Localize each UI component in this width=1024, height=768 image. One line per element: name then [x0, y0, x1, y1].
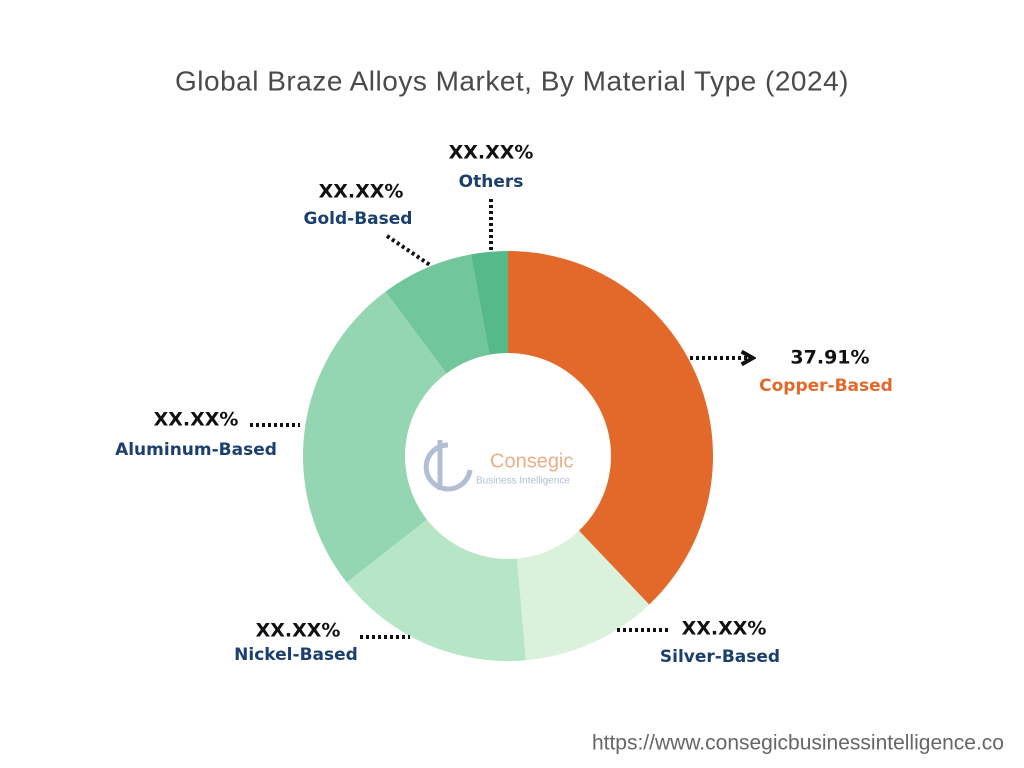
value-label: XX.XX%	[256, 620, 341, 642]
category-label: Others	[459, 172, 524, 192]
logo	[423, 442, 473, 492]
category-label: Gold-Based	[304, 209, 413, 229]
category-label: Nickel-Based	[234, 645, 358, 665]
leader-line	[385, 234, 432, 267]
value-label: XX.XX%	[154, 409, 239, 431]
watermark-name: Consegic	[490, 450, 573, 472]
watermark: Consegic Business Intelligence	[423, 440, 573, 492]
source-url: https://www.consegicbusinessintelligence…	[592, 732, 1004, 755]
category-label: Silver-Based	[660, 647, 780, 667]
slice	[508, 251, 713, 605]
chart-title: Global Braze Alloys Market, By Material …	[175, 65, 849, 96]
value-label: 37.91%	[790, 347, 869, 369]
slice	[303, 291, 508, 583]
value-label: XX.XX%	[682, 618, 767, 640]
watermark-tagline: Business Intelligence	[476, 476, 570, 487]
donut-hole	[405, 353, 611, 559]
category-label: Copper-Based	[759, 376, 893, 396]
value-label: XX.XX%	[449, 142, 534, 164]
category-label: Aluminum-Based	[115, 440, 277, 460]
value-label: XX.XX%	[319, 181, 404, 203]
